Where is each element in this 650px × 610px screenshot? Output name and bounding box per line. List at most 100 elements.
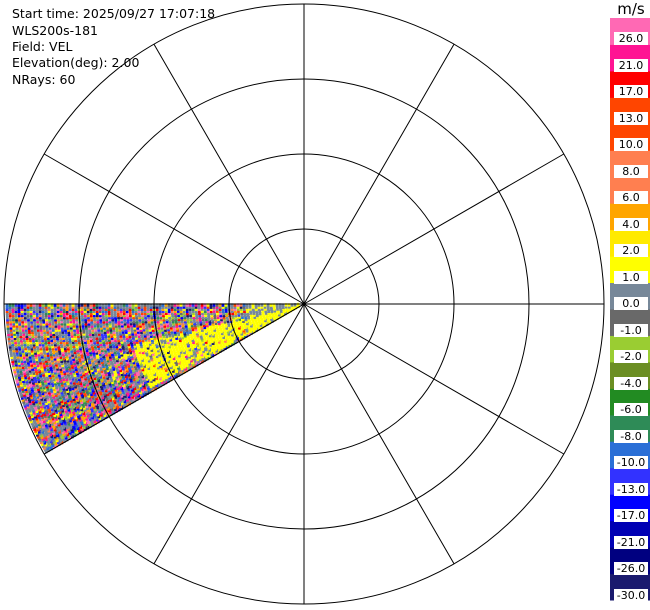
velocity-gate xyxy=(240,325,244,329)
velocity-gate xyxy=(206,323,209,328)
velocity-gate xyxy=(38,391,41,395)
velocity-gate xyxy=(38,309,42,313)
velocity-gate xyxy=(27,326,31,330)
velocity-gate xyxy=(52,367,56,371)
velocity-gate xyxy=(120,317,123,322)
velocity-gate xyxy=(156,317,160,322)
velocity-gate xyxy=(45,345,48,349)
velocity-gate xyxy=(45,349,49,353)
velocity-gate xyxy=(153,385,156,389)
velocity-gate xyxy=(19,330,22,334)
velocity-gate xyxy=(165,313,168,317)
velocity-gate xyxy=(194,337,197,342)
velocity-gate xyxy=(57,319,60,324)
velocity-gate xyxy=(51,429,54,433)
velocity-gate xyxy=(72,359,76,363)
velocity-gate xyxy=(110,394,114,399)
colorbar-tick-label: 10.0 xyxy=(614,138,648,151)
velocity-gate xyxy=(36,320,39,324)
velocity-gate xyxy=(187,344,190,348)
velocity-gate xyxy=(274,312,278,317)
velocity-gate xyxy=(68,424,72,428)
velocity-gate xyxy=(51,443,55,447)
velocity-gate xyxy=(177,344,181,348)
velocity-gate xyxy=(7,339,11,343)
velocity-gate xyxy=(141,313,144,318)
velocity-gate xyxy=(173,373,177,377)
velocity-gate xyxy=(138,360,142,364)
velocity-gate xyxy=(124,342,127,346)
velocity-gate xyxy=(64,348,67,353)
velocity-gate xyxy=(99,382,102,387)
velocity-gate xyxy=(43,388,47,392)
velocity-gate xyxy=(168,319,172,324)
velocity-gate xyxy=(29,313,33,318)
velocity-gate xyxy=(270,317,273,321)
velocity-gate xyxy=(191,307,195,311)
velocity-gate xyxy=(99,340,102,344)
velocity-gate xyxy=(43,412,46,416)
velocity-gate xyxy=(54,401,58,405)
velocity-gate xyxy=(216,350,220,355)
velocity-gate xyxy=(132,397,135,401)
velocity-gate xyxy=(264,318,267,323)
velocity-gate xyxy=(102,364,105,368)
velocity-gate xyxy=(122,383,125,388)
velocity-gate xyxy=(212,307,216,311)
velocity-gate xyxy=(59,426,63,431)
velocity-gate xyxy=(108,342,112,346)
velocity-gate xyxy=(88,410,91,414)
velocity-gate xyxy=(14,342,18,347)
velocity-gate xyxy=(211,318,214,322)
velocity-gate xyxy=(53,413,56,417)
velocity-gate xyxy=(46,328,49,332)
velocity-gate xyxy=(195,355,198,360)
velocity-gate xyxy=(91,332,95,337)
velocity-gate xyxy=(88,396,91,400)
velocity-gate xyxy=(164,342,168,346)
velocity-gate xyxy=(65,311,69,316)
velocity-gate xyxy=(69,315,72,320)
velocity-gate xyxy=(112,398,116,402)
velocity-gate xyxy=(211,341,215,345)
velocity-gate xyxy=(112,410,116,415)
velocity-gate xyxy=(132,351,136,355)
velocity-gate xyxy=(186,351,190,355)
velocity-gate xyxy=(92,309,96,313)
velocity-gate xyxy=(76,348,80,353)
velocity-gate xyxy=(283,311,287,316)
velocity-gate xyxy=(182,356,185,360)
velocity-gate xyxy=(155,376,158,380)
velocity-gate xyxy=(65,355,69,359)
velocity-gate xyxy=(78,368,81,373)
velocity-gate xyxy=(118,355,121,359)
velocity-gate xyxy=(57,383,61,387)
velocity-gate xyxy=(24,387,28,391)
velocity-gate xyxy=(42,320,45,324)
velocity-gate xyxy=(270,309,274,314)
velocity-gate xyxy=(127,380,130,384)
velocity-gate xyxy=(144,349,148,353)
velocity-gate xyxy=(152,344,156,349)
velocity-gate xyxy=(90,401,94,406)
velocity-gate xyxy=(26,340,29,345)
velocity-gate xyxy=(121,324,124,328)
velocity-gate xyxy=(114,316,117,320)
velocity-gate xyxy=(57,361,61,365)
velocity-gate xyxy=(264,309,267,313)
velocity-gate xyxy=(36,324,40,328)
velocity-gate xyxy=(224,322,227,326)
velocity-gate xyxy=(106,368,110,373)
velocity-gate xyxy=(156,364,159,368)
velocity-gate xyxy=(25,399,28,403)
velocity-gate xyxy=(65,313,69,318)
velocity-gate xyxy=(200,324,203,328)
velocity-gate xyxy=(179,357,183,362)
velocity-gate xyxy=(53,399,57,403)
velocity-gate xyxy=(38,359,42,363)
velocity-gate xyxy=(44,336,47,341)
velocity-gate xyxy=(55,351,59,355)
velocity-gate xyxy=(183,332,186,336)
velocity-gate xyxy=(135,376,138,380)
velocity-gate xyxy=(108,403,112,407)
